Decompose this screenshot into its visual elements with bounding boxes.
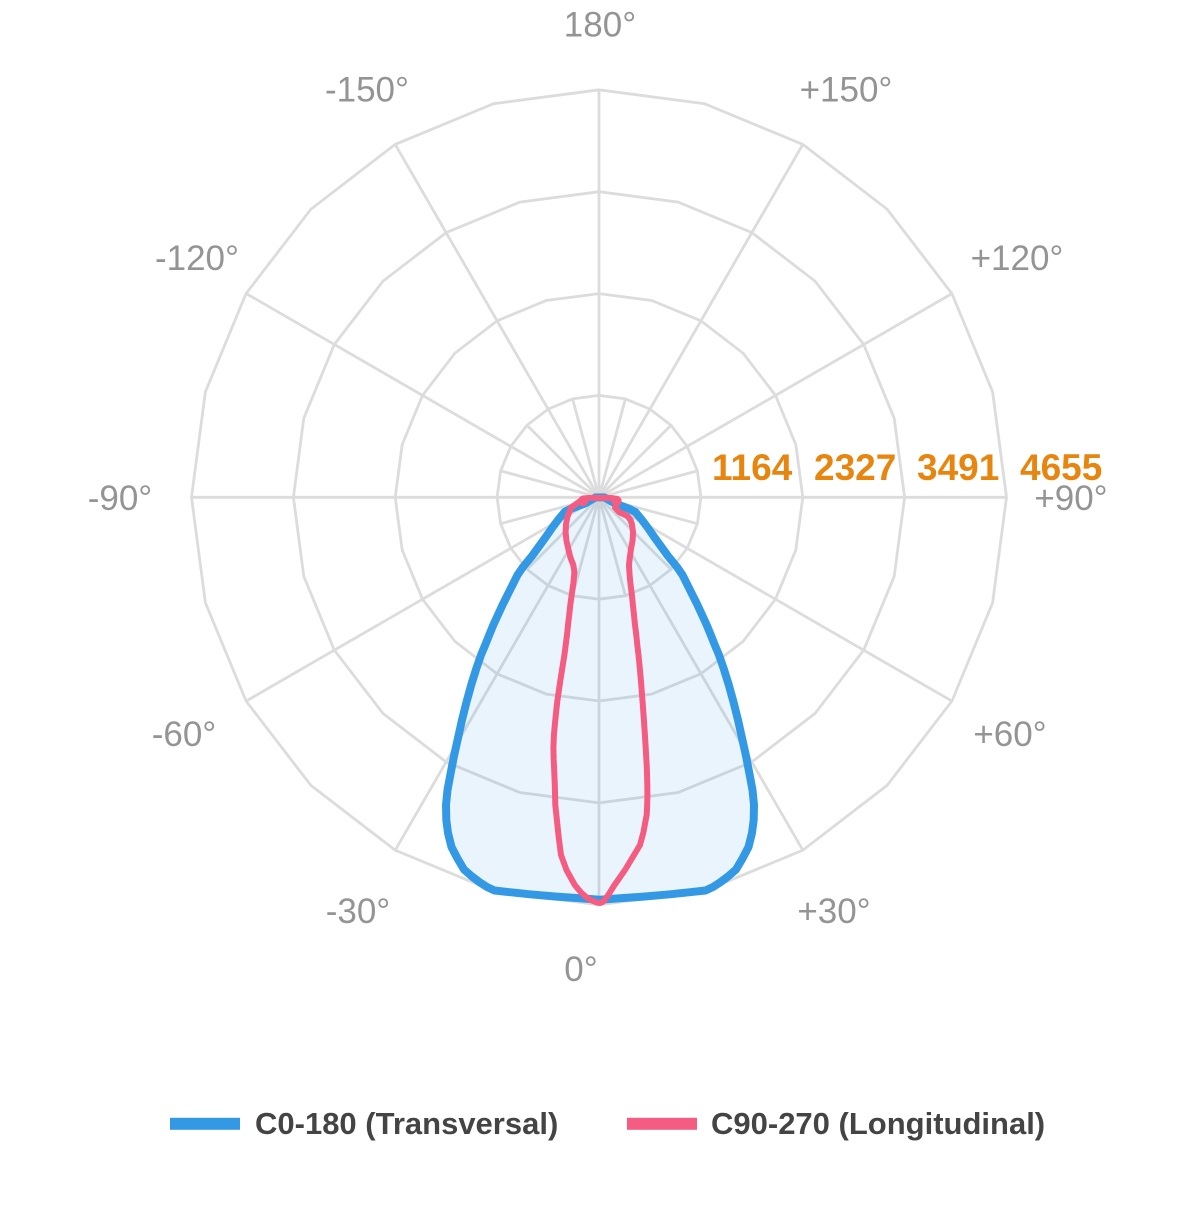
svg-text:+60°: +60° (973, 715, 1046, 754)
svg-text:2327: 2327 (814, 447, 896, 488)
svg-text:3491: 3491 (917, 447, 999, 488)
svg-text:C90-270 (Longitudinal): C90-270 (Longitudinal) (711, 1106, 1045, 1141)
svg-text:-150°: -150° (325, 71, 409, 110)
svg-text:C0-180 (Transversal): C0-180 (Transversal) (255, 1106, 558, 1141)
svg-text:1164: 1164 (712, 447, 793, 488)
svg-text:-60°: -60° (152, 715, 217, 754)
svg-text:0°: 0° (564, 950, 597, 989)
svg-text:+150°: +150° (800, 71, 893, 110)
svg-text:+30°: +30° (797, 892, 870, 931)
svg-text:-120°: -120° (155, 239, 239, 278)
svg-text:180°: 180° (564, 6, 636, 45)
svg-text:-30°: -30° (326, 892, 391, 931)
svg-text:4655: 4655 (1020, 447, 1102, 488)
svg-text:-90°: -90° (88, 479, 153, 518)
svg-text:+90°: +90° (1034, 479, 1107, 518)
svg-text:+120°: +120° (971, 239, 1064, 278)
